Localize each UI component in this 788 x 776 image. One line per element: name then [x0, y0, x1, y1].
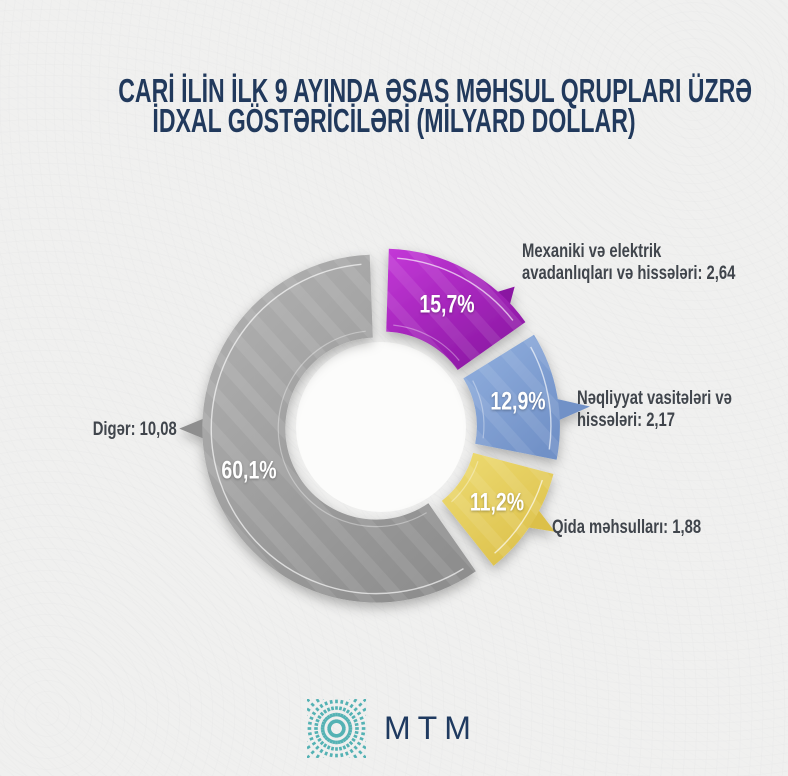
- callout-label-qida: Qida məhsulları: 1,88: [552, 517, 701, 539]
- callout-label-mexaniki-line1: Mexaniki və elektrik: [522, 241, 662, 262]
- donut-slice-0: [386, 248, 526, 371]
- mtm-logo-mark-icon: [307, 699, 366, 758]
- donut-slice-3: [179, 254, 476, 603]
- callout-label-neqliyyat-line1: Nəqliyyat vasitələri və: [577, 388, 732, 409]
- footer-logo: MTM: [305, 697, 478, 760]
- callout-label-diger-line1: Digər: 10,08: [92, 419, 177, 440]
- callout-label-neqliyyat-line2: hissələri: 2,17: [577, 410, 676, 431]
- callout-label-neqliyyat: Nəqliyyat vasitələri və hissələri: 2,17: [577, 388, 732, 432]
- slice-percent-neqliyyat: 12,9%: [490, 387, 546, 416]
- slice-percent-qida: 11,2%: [470, 488, 525, 517]
- donut-slice-1: [463, 334, 590, 460]
- slice-percent-mexaniki: 15,7%: [419, 290, 475, 319]
- callout-label-mexaniki: Mexaniki və elektrik avadanlıqları və hi…: [522, 241, 735, 285]
- page-title: CARİ İLİN İLK 9 AYINDA ƏSAS MƏHSUL QRUPL…: [0, 72, 788, 139]
- callout-label-mexaniki-line2: avadanlıqları və hissələri: 2,64: [522, 263, 736, 284]
- callout-label-diger: Digər: 10,08: [93, 419, 177, 441]
- callout-label-qida-line1: Qida məhsulları: 1,88: [552, 517, 702, 538]
- mtm-logo-text: MTM: [384, 710, 478, 746]
- page-title-line-2: İDXAL GÖSTƏRİCİLƏRİ (MİLYARD DOLLAR): [152, 102, 636, 139]
- donut-slice-2: [441, 452, 555, 566]
- slice-percent-diger: 60,1%: [221, 456, 277, 485]
- donut-hole: [296, 342, 466, 512]
- page-title-line-1: CARİ İLİN İLK 9 AYINDA ƏSAS MƏHSUL QRUPL…: [118, 72, 753, 109]
